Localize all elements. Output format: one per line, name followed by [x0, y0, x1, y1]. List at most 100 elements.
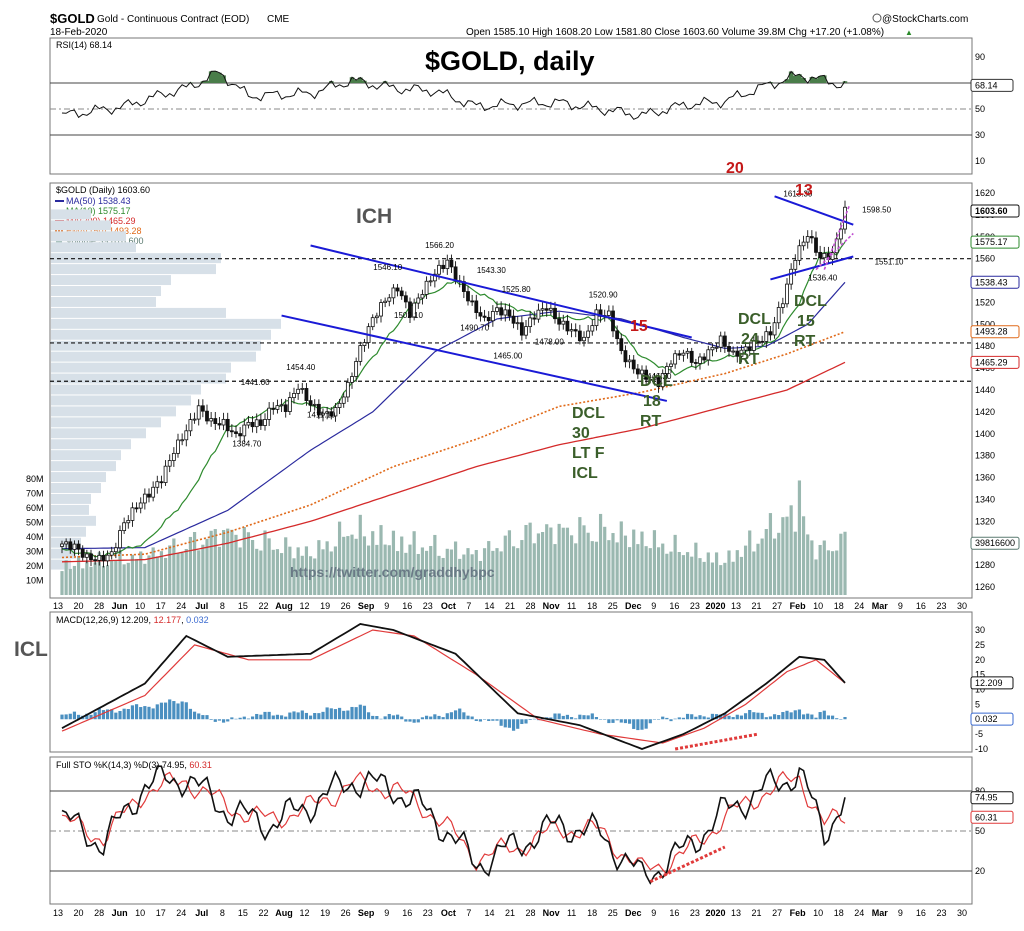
- macd-histogram-bar: [789, 712, 793, 720]
- volume-bar: [586, 532, 590, 595]
- x-axis-label: 10: [135, 908, 145, 918]
- candle-body: [760, 340, 765, 343]
- volume-by-price-bar: [51, 209, 91, 220]
- macd-histogram-bar: [698, 715, 702, 720]
- candle-body: [93, 559, 98, 562]
- volume-bar: [308, 556, 313, 595]
- macd-histogram-bar: [482, 719, 487, 720]
- candle-body: [370, 317, 375, 328]
- x-axis-label: 9: [651, 908, 656, 918]
- candle-body: [238, 433, 243, 437]
- candle-body: [362, 342, 367, 346]
- macd-histogram-bar: [325, 707, 329, 720]
- volume-bar: [313, 558, 317, 595]
- x-axis-label: 19: [320, 601, 330, 611]
- candle-body: [304, 388, 309, 402]
- volume-bar: [408, 544, 412, 595]
- candle-body: [822, 253, 827, 259]
- macd-histogram-bar: [685, 713, 690, 720]
- macd-histogram-bar: [350, 706, 354, 720]
- macd-histogram-bar: [739, 715, 744, 720]
- candle-body: [408, 301, 412, 318]
- volume-bar: [777, 532, 781, 595]
- macd-histogram-bar: [105, 709, 110, 720]
- macd-histogram-bar: [126, 709, 130, 720]
- price-tick-label: 1500: [975, 319, 995, 329]
- volume-bar: [764, 528, 768, 595]
- macd-histogram-bar: [835, 718, 839, 720]
- macd-histogram-bar: [429, 716, 433, 720]
- macd-histogram-bar: [292, 711, 296, 720]
- macd-histogram-bar: [337, 707, 342, 720]
- macd-histogram-bar: [118, 711, 122, 720]
- candle-body: [490, 311, 495, 322]
- x-axis-label: 23: [936, 601, 946, 611]
- candle-body: [776, 307, 781, 324]
- candle-body: [296, 388, 301, 394]
- candle-body: [180, 439, 185, 442]
- x-axis-label: 25: [608, 601, 618, 611]
- volume-bar: [681, 555, 686, 595]
- macd-histogram-bar: [445, 713, 449, 720]
- candle-body: [242, 424, 247, 437]
- volume-bar: [826, 550, 831, 595]
- volume-bar: [412, 531, 416, 595]
- macd-histogram-bar: [114, 712, 118, 720]
- price-tick-label: 1520: [975, 297, 995, 307]
- volume-bar: [76, 555, 81, 595]
- candle-body: [751, 340, 756, 351]
- volume-bar: [491, 550, 495, 595]
- x-axis-label: 13: [53, 601, 63, 611]
- candle-body: [768, 331, 773, 336]
- macd-histogram-bar: [163, 702, 168, 720]
- candle-body: [814, 237, 818, 253]
- stoch-tick-label: 20: [975, 866, 985, 876]
- macd-histogram-bar: [379, 718, 383, 720]
- volume-bar: [424, 550, 429, 595]
- rsi-tick-label: 10: [975, 156, 985, 166]
- volume-bar: [478, 560, 483, 595]
- volume-bar: [590, 541, 594, 595]
- candle-body: [619, 338, 624, 352]
- x-axis-label: 19: [320, 908, 330, 918]
- candle-body: [109, 551, 114, 556]
- volume-bar: [89, 566, 93, 595]
- macd-histogram-bar: [192, 711, 197, 720]
- x-axis-label: 18: [834, 601, 844, 611]
- macd-histogram-bar: [669, 719, 673, 722]
- macd-histogram-bar: [371, 715, 375, 720]
- macd-histogram-bar: [279, 715, 284, 720]
- legend-item-label: MA(50) 1538.43: [66, 196, 131, 206]
- volume-by-price-bar: [51, 329, 271, 340]
- candle-body: [685, 350, 690, 354]
- volume-bars: [60, 480, 847, 595]
- x-axis-label: 18: [834, 908, 844, 918]
- candle-body: [801, 241, 806, 247]
- macd-histogram-bar: [632, 719, 636, 729]
- candle-body: [258, 419, 263, 426]
- x-axis-label: Jun: [112, 601, 128, 611]
- stoch-k-line: [61, 765, 846, 885]
- candle-body: [300, 388, 305, 390]
- candle-body: [727, 346, 731, 352]
- macd-histogram-bar: [395, 714, 400, 720]
- candle-body: [142, 493, 147, 504]
- dcl18-line1: DCL: [640, 373, 673, 390]
- macd-histogram-bar: [487, 719, 491, 721]
- candle-body: [287, 397, 292, 412]
- volume-bar: [234, 534, 238, 595]
- candle-body: [548, 307, 553, 311]
- volume-bar: [507, 530, 512, 595]
- candle-body: [167, 460, 172, 467]
- macd-histogram-bar: [408, 719, 412, 722]
- volume-by-price-bar: [51, 548, 76, 559]
- macd-tick-label: 5: [975, 699, 980, 709]
- macd-histogram-bar: [188, 708, 193, 720]
- flag-upper-line: [774, 195, 854, 226]
- candle-body: [507, 309, 512, 317]
- candle-body: [113, 547, 118, 553]
- macd-histogram-bar: [255, 713, 259, 720]
- volume-bar: [511, 546, 516, 595]
- price-tick-label: 1280: [975, 560, 995, 570]
- stoch-value-text: 60.31: [975, 812, 998, 822]
